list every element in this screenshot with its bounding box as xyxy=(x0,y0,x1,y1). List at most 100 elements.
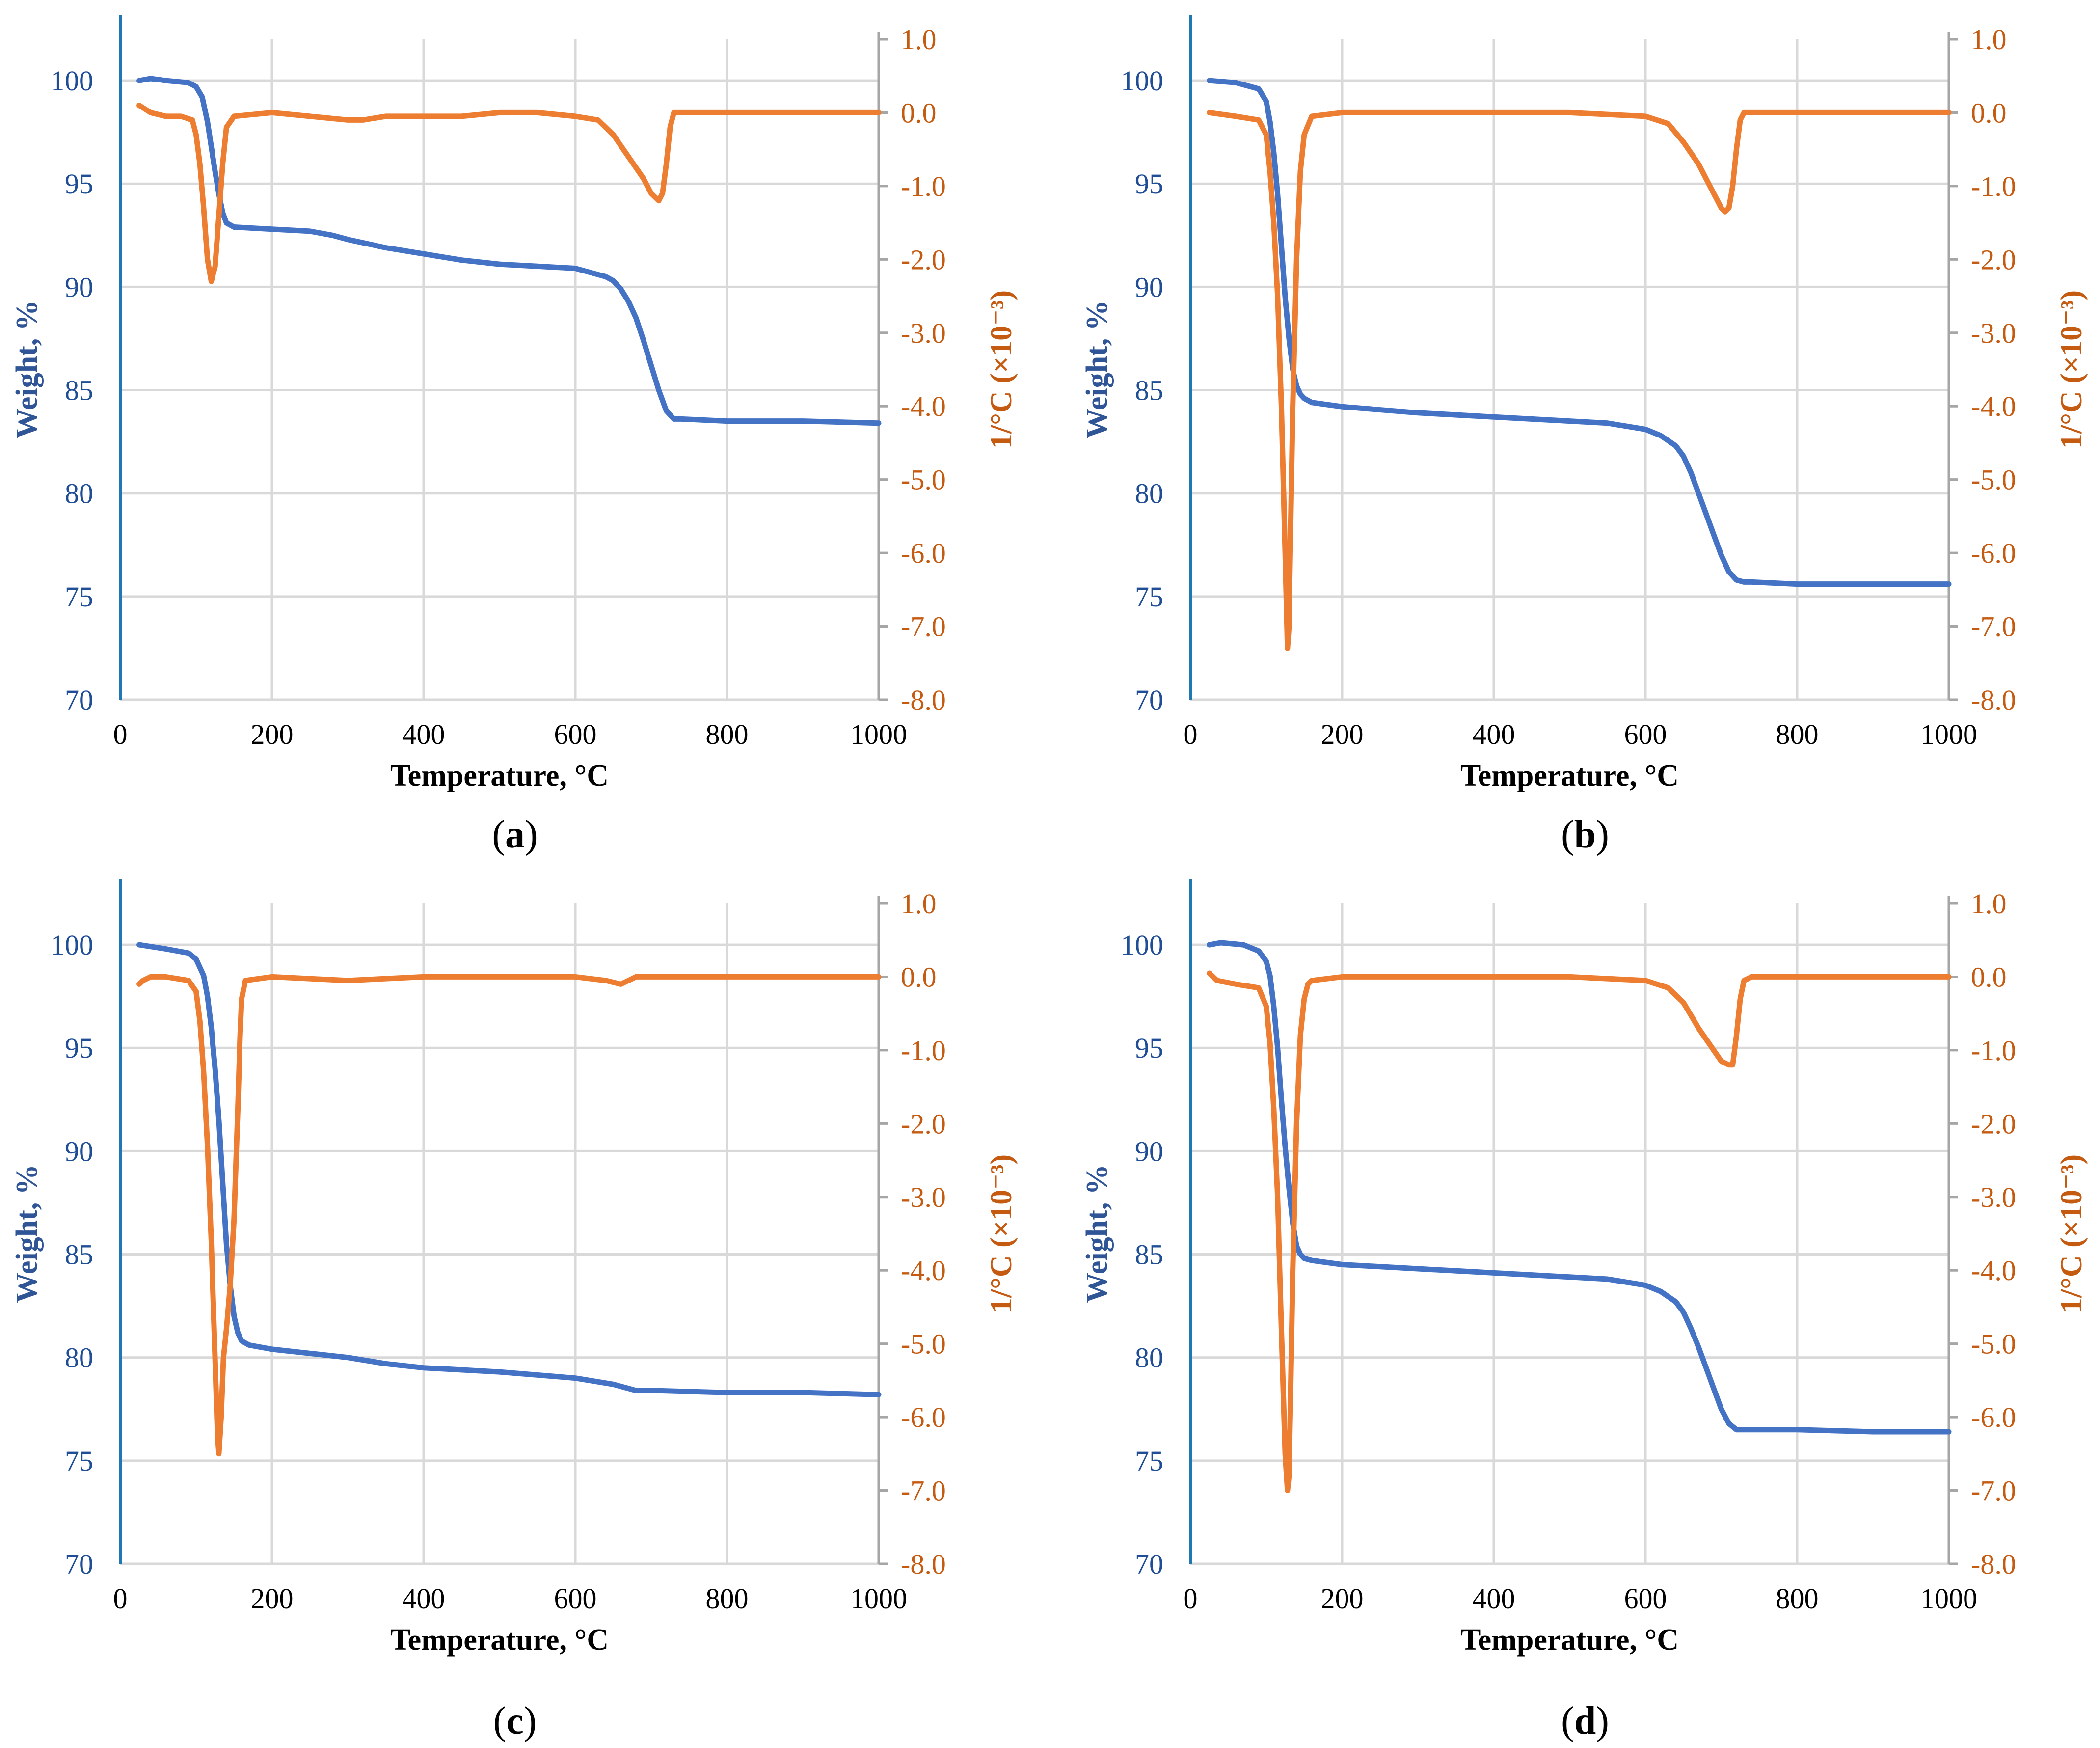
y-right-tick-label: -4.0 xyxy=(1971,390,2016,422)
y-right-tick-label: -7.0 xyxy=(1971,611,2016,643)
y-left-tick-label: 90 xyxy=(1135,271,1163,303)
y-right-tick-label: -8.0 xyxy=(901,1548,946,1580)
chart-panel-c: 0 200 400 600 800 1000 70 75 80 85 90 95 100 -8.0 -7.0… xyxy=(0,864,1030,1743)
y-right-tick-label: 1.0 xyxy=(901,888,937,920)
x-tick-label: 600 xyxy=(554,1583,597,1614)
panel-label: (a) xyxy=(492,813,538,856)
x-tick-label: 200 xyxy=(251,718,294,750)
tga-chart-d: 0 200 400 600 800 1000 70 75 80 85 90 95 100 -8.0 -7.0… xyxy=(1080,879,2088,1657)
y-right-tick-label: -5.0 xyxy=(1971,464,2016,496)
weight-series-line xyxy=(136,942,882,1397)
y-right-tick-label: -6.0 xyxy=(901,537,946,569)
y-left-tick-label: 100 xyxy=(1121,929,1163,961)
chart-panel-b: 0 200 400 600 800 1000 70 75 80 85 90 95 100 -8.0 -7.0… xyxy=(1070,0,2100,856)
y-left-tick-label: 80 xyxy=(1135,478,1163,510)
y-left-tick-label: 75 xyxy=(65,581,93,613)
y-right-axis-title: 1/°C (×10⁻³) xyxy=(985,1154,1018,1313)
y-right-tick-label: 1.0 xyxy=(1971,888,2007,920)
y-right-tick-label: -1.0 xyxy=(901,1035,946,1066)
y-left-tick-label: 100 xyxy=(51,929,93,961)
y-left-tick-label: 95 xyxy=(65,168,93,200)
y-left-tick-label: 80 xyxy=(65,1342,93,1374)
y-left-tick-label: 70 xyxy=(1135,1548,1163,1580)
y-right-tick-label: -6.0 xyxy=(1971,1401,2016,1433)
x-tick-label: 400 xyxy=(403,1583,445,1614)
weight-series-line xyxy=(1207,78,1952,587)
panel-label: (d) xyxy=(1561,1699,1609,1743)
y-right-tick-label: -4.0 xyxy=(1971,1255,2016,1286)
x-axis-title: Temperature, °C xyxy=(390,759,609,792)
y-left-tick-label: 70 xyxy=(65,1548,93,1580)
y-right-tick-label: 0.0 xyxy=(901,97,937,129)
x-tick-label: 400 xyxy=(1473,1583,1515,1614)
y-left-tick-label: 75 xyxy=(1135,581,1163,613)
y-right-axis-title: 1/°C (×10⁻³) xyxy=(2055,290,2088,449)
y-right-tick-label: -6.0 xyxy=(901,1401,946,1433)
y-left-tick-label: 90 xyxy=(65,271,93,303)
panel-label: (c) xyxy=(493,1699,537,1743)
y-right-tick-label: -5.0 xyxy=(1971,1328,2016,1360)
y-left-tick-label: 70 xyxy=(1135,684,1163,716)
y-right-tick-label: -4.0 xyxy=(901,1255,946,1286)
y-right-tick-label: -7.0 xyxy=(901,1475,946,1507)
y-left-tick-label: 85 xyxy=(65,375,93,407)
y-right-axis-title: 1/°C (×10⁻³) xyxy=(2055,1154,2088,1313)
x-tick-label: 1000 xyxy=(850,1583,907,1614)
x-tick-label: 600 xyxy=(554,718,597,750)
y-right-tick-label: -1.0 xyxy=(1971,170,2016,202)
x-axis-title: Temperature, °C xyxy=(390,1623,609,1657)
x-tick-label: 800 xyxy=(1776,1583,1819,1614)
y-right-tick-label: -7.0 xyxy=(1971,1475,2016,1507)
x-tick-label: 1000 xyxy=(850,718,907,750)
tga-chart-a: 0 200 400 600 800 1000 70 75 80 85 90 95 100 -8.0 -7.0… xyxy=(10,15,1018,792)
y-left-axis-title: Weight, % xyxy=(1080,1164,1114,1303)
chart-panel-d: 0 200 400 600 800 1000 70 75 80 85 90 95 100 -8.0 -7.0… xyxy=(1070,864,2100,1743)
x-axis-title: Temperature, °C xyxy=(1460,759,1679,792)
y-left-tick-label: 75 xyxy=(1135,1445,1163,1477)
y-right-tick-label: 0.0 xyxy=(901,961,937,993)
y-right-tick-label: -8.0 xyxy=(1971,1548,2016,1580)
x-tick-label: 200 xyxy=(1321,718,1364,750)
y-left-axis-title: Weight, % xyxy=(10,1164,44,1303)
y-right-axis-title: 1/°C (×10⁻³) xyxy=(985,290,1018,449)
y-left-axis-title: Weight, % xyxy=(1080,300,1114,438)
y-left-tick-label: 85 xyxy=(1135,375,1163,407)
y-right-tick-label: -2.0 xyxy=(901,1108,946,1140)
y-right-tick-label: -6.0 xyxy=(1971,537,2016,569)
y-right-tick-label: -3.0 xyxy=(901,317,946,349)
panel-label: (b) xyxy=(1561,813,1609,856)
y-right-tick-label: 1.0 xyxy=(901,24,937,55)
x-tick-label: 800 xyxy=(706,718,749,750)
y-left-tick-label: 85 xyxy=(65,1239,93,1271)
y-right-tick-label: -3.0 xyxy=(901,1181,946,1213)
y-right-tick-label: -2.0 xyxy=(1971,1108,2016,1140)
y-left-tick-label: 95 xyxy=(65,1032,93,1064)
y-left-axis-title: Weight, % xyxy=(10,300,44,438)
y-right-tick-label: -7.0 xyxy=(901,611,946,643)
y-right-tick-label: -2.0 xyxy=(1971,244,2016,275)
derivative-series-line xyxy=(1207,109,1952,651)
y-right-tick-label: -3.0 xyxy=(1971,317,2016,349)
x-tick-label: 0 xyxy=(1184,718,1198,750)
y-right-tick-label: -5.0 xyxy=(901,1328,946,1360)
y-left-tick-label: 100 xyxy=(51,65,93,97)
tga-chart-c: 0 200 400 600 800 1000 70 75 80 85 90 95 100 -8.0 -7.0… xyxy=(10,879,1018,1657)
y-right-tick-label: -3.0 xyxy=(1971,1181,2016,1213)
y-right-tick-label: 1.0 xyxy=(1971,24,2007,55)
derivative-series-line xyxy=(136,103,882,284)
y-right-tick-label: 0.0 xyxy=(1971,97,2007,129)
x-axis-title: Temperature, °C xyxy=(1460,1623,1679,1657)
x-tick-label: 400 xyxy=(1473,718,1515,750)
weight-series-line xyxy=(136,76,882,426)
y-left-tick-label: 95 xyxy=(1135,168,1163,200)
y-left-tick-label: 85 xyxy=(1135,1239,1163,1271)
y-right-tick-label: -1.0 xyxy=(901,170,946,202)
x-tick-label: 0 xyxy=(1184,1583,1198,1614)
x-tick-label: 200 xyxy=(251,1583,294,1614)
y-left-tick-label: 75 xyxy=(65,1445,93,1477)
y-right-tick-label: -4.0 xyxy=(901,390,946,422)
y-right-tick-label: -5.0 xyxy=(901,464,946,496)
y-right-tick-label: 0.0 xyxy=(1971,961,2007,993)
x-tick-label: 800 xyxy=(1776,718,1819,750)
derivative-series-line xyxy=(1207,970,1952,1494)
